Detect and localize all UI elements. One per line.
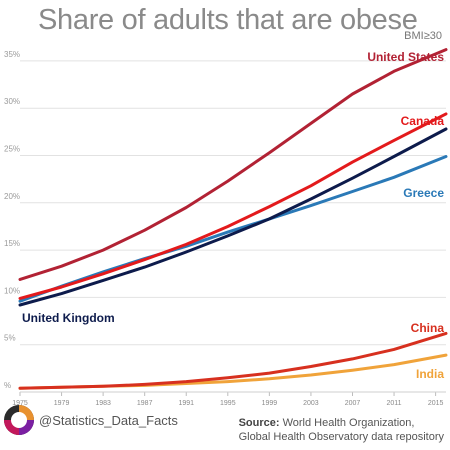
x-tick-label: 1999: [262, 400, 278, 407]
chart-title: Share of adults that are obese: [38, 4, 418, 36]
y-tick-label: %: [4, 381, 11, 390]
series-line-united-states: [18, 48, 448, 281]
series-label-united-kingdom: United Kingdom: [22, 311, 115, 325]
y-tick-label: 5%: [4, 334, 16, 343]
y-tick-label: 30%: [4, 97, 20, 106]
series-line-canada: [18, 112, 448, 300]
x-tick-label: 1991: [178, 400, 194, 407]
y-tick-label: 10%: [4, 286, 20, 295]
x-tick-label: 1975: [12, 400, 28, 407]
x-tick-label: 2003: [303, 400, 319, 407]
series-line-india: [18, 353, 448, 390]
source-label: Source:: [238, 417, 280, 429]
source-text: World Health Organization,: [282, 417, 415, 429]
y-tick-label: 20%: [4, 192, 20, 201]
series-label-greece: Greece: [403, 186, 444, 200]
source-text-2: Global Health Observatory data repositor…: [238, 431, 444, 443]
series-label-india: India: [416, 367, 444, 381]
series-line-china: [18, 331, 448, 390]
x-tick-label: 2007: [345, 400, 361, 407]
x-tick-label: 1995: [220, 400, 236, 407]
series-label-china: China: [411, 321, 445, 335]
x-tick-label: 2015: [428, 400, 444, 407]
series-label-canada: Canada: [401, 114, 445, 128]
source-note: Source: World Health Organization, Globa…: [239, 416, 444, 444]
series-label-united-states: United States: [367, 50, 444, 64]
x-tick-label: 1983: [95, 400, 111, 407]
author-handle: @Statistics_Data_Facts: [39, 412, 178, 428]
y-tick-label: 35%: [4, 50, 20, 59]
chart-subtitle: BMI≥30: [404, 30, 442, 42]
y-tick-label: 15%: [4, 239, 20, 248]
x-tick-label: 2011: [387, 400, 402, 407]
y-tick-label: 25%: [4, 145, 20, 154]
watermark: @Statistics_Data_Facts: [4, 405, 178, 435]
logo-icon: [4, 405, 34, 435]
x-tick-label: 1979: [54, 400, 70, 407]
series-line-united-kingdom: [18, 127, 448, 307]
x-tick-label: 1987: [137, 400, 153, 407]
